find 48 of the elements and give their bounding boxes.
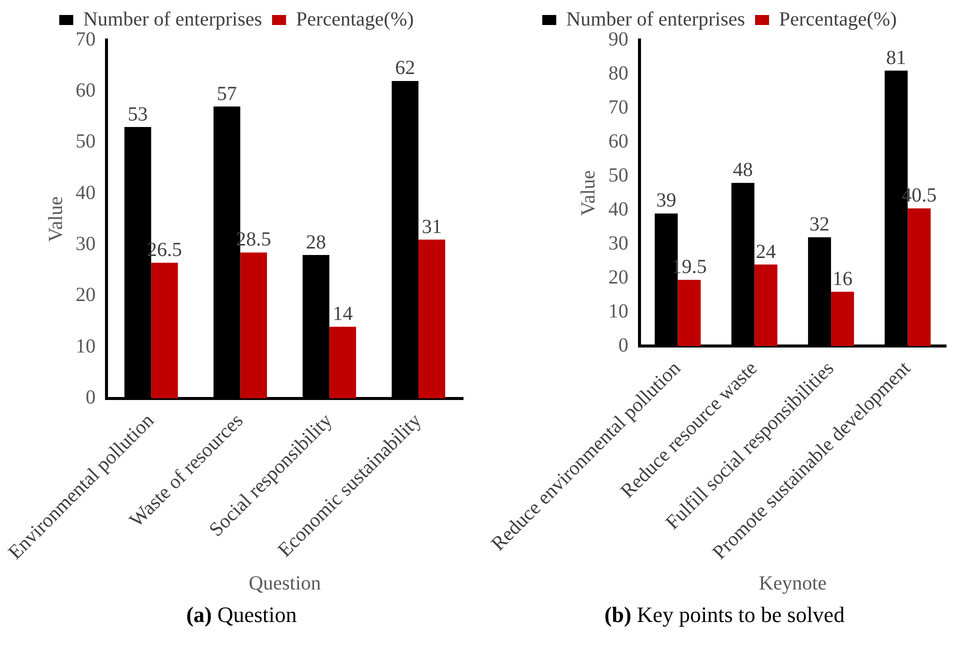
bar	[329, 326, 356, 398]
y-tick-label: 60	[76, 79, 96, 102]
y-tick-label: 0	[86, 386, 96, 409]
data-label: 81	[886, 46, 906, 69]
y-tick-label: 30	[608, 232, 628, 254]
legend-label: Percentage(%)	[296, 8, 414, 30]
bar	[418, 240, 446, 398]
text: (b) Key points to be solved	[603, 602, 846, 628]
data-label: 32	[810, 214, 830, 236]
data-label: 16	[832, 268, 853, 290]
data-label: 57	[216, 82, 237, 105]
legend-label: Percentage(%)	[779, 8, 897, 30]
x-axis-title: Question	[248, 572, 321, 594]
bar	[831, 292, 854, 346]
y-tick-label: 10	[608, 300, 628, 322]
y-tick-label: 90	[608, 28, 628, 50]
y-tick-label: 30	[76, 233, 96, 256]
legend-label: Number of enterprises	[83, 8, 262, 30]
y-tick-label: 0	[618, 334, 628, 356]
y-tick-label: 80	[608, 62, 628, 84]
y-tick-label: 70	[76, 28, 96, 50]
y-tick-label: 20	[76, 284, 96, 306]
x-axis-title: Keynote	[758, 572, 827, 594]
y-tick-label: 50	[608, 164, 628, 186]
bar	[151, 262, 178, 398]
data-label: 39	[656, 190, 676, 212]
bar	[678, 280, 701, 346]
y-tick-label: 10	[76, 335, 96, 358]
data-label: 24	[756, 240, 776, 263]
y-tick-label: 40	[608, 198, 628, 220]
text: (a) Question	[185, 602, 298, 628]
data-label: 14	[332, 302, 353, 325]
data-label: 48	[732, 159, 753, 182]
bar	[754, 264, 778, 346]
bar	[908, 208, 931, 346]
y-tick-label: 20	[608, 266, 628, 288]
y-axis-title: Value	[44, 196, 67, 242]
y-tick-label: 70	[608, 96, 628, 118]
y-tick-label: 60	[608, 130, 628, 152]
data-label: 62	[395, 57, 416, 80]
y-axis-title: Value	[578, 170, 600, 216]
data-label: 53	[128, 103, 148, 126]
data-label: 31	[422, 216, 442, 238]
legend-label: Number of enterprises	[566, 8, 746, 30]
y-tick-label: 50	[76, 130, 96, 153]
bar	[240, 252, 267, 398]
data-label: 28	[306, 231, 326, 254]
y-tick-label: 40	[76, 182, 96, 204]
